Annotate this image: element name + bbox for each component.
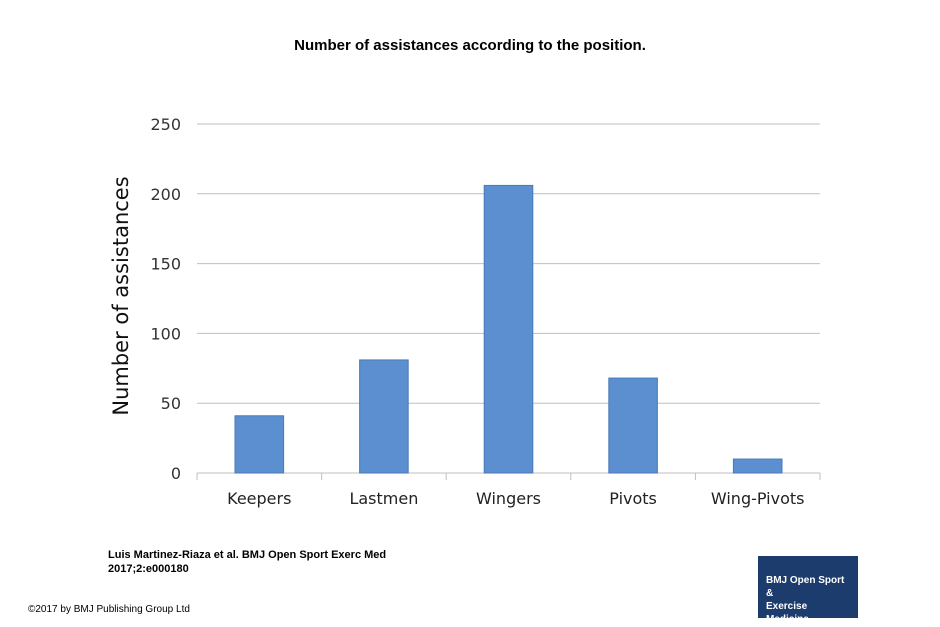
citation-line-2: 2017;2:e000180 [108, 563, 189, 575]
axes [196, 472, 821, 480]
y-tick-label: 50 [161, 394, 181, 413]
bar-chart: 0 50 100 150 200 250 Keepers Lastmen Wingers Piv… [109, 115, 821, 508]
logo-line-2: Exercise Medicine [766, 601, 809, 625]
bars [234, 184, 783, 474]
citation-line-1: Luis Martinez-Riaza et al. BMJ Open Spor… [108, 549, 387, 561]
y-tick-label: 200 [150, 185, 181, 204]
bar-wing-pivots [732, 458, 783, 474]
x-tick-label: Keepers [227, 489, 291, 508]
x-tick-label: Pivots [609, 489, 657, 508]
bar-wingers [483, 184, 534, 474]
y-tick-label: 250 [150, 115, 181, 134]
y-axis-label: Number of assistances [109, 176, 133, 415]
bar-pivots [608, 377, 658, 474]
citation: Luis Martinez-Riaza et al. BMJ Open Spor… [108, 548, 468, 576]
bar-keepers [234, 415, 285, 474]
y-tick-labels: 0 50 100 150 200 250 [150, 115, 181, 483]
y-tick-label: 100 [150, 324, 181, 343]
y-tick-label: 0 [171, 464, 181, 483]
copyright-notice: ©2017 by BMJ Publishing Group Ltd [28, 604, 190, 615]
x-tick-label: Wing-Pivots [711, 489, 805, 508]
y-tick-label: 150 [150, 255, 181, 274]
x-tick-label: Lastmen [349, 489, 418, 508]
bar-lastmen [359, 359, 409, 474]
x-tick-label: Wingers [476, 489, 541, 508]
x-tick-labels: Keepers Lastmen Wingers Pivots Wing-Pivots [227, 489, 804, 508]
logo-line-1: BMJ Open Sport & [766, 575, 845, 599]
journal-logo: BMJ Open Sport & Exercise Medicine [758, 556, 858, 625]
chart-title: Number of assistances according to the p… [294, 37, 646, 54]
